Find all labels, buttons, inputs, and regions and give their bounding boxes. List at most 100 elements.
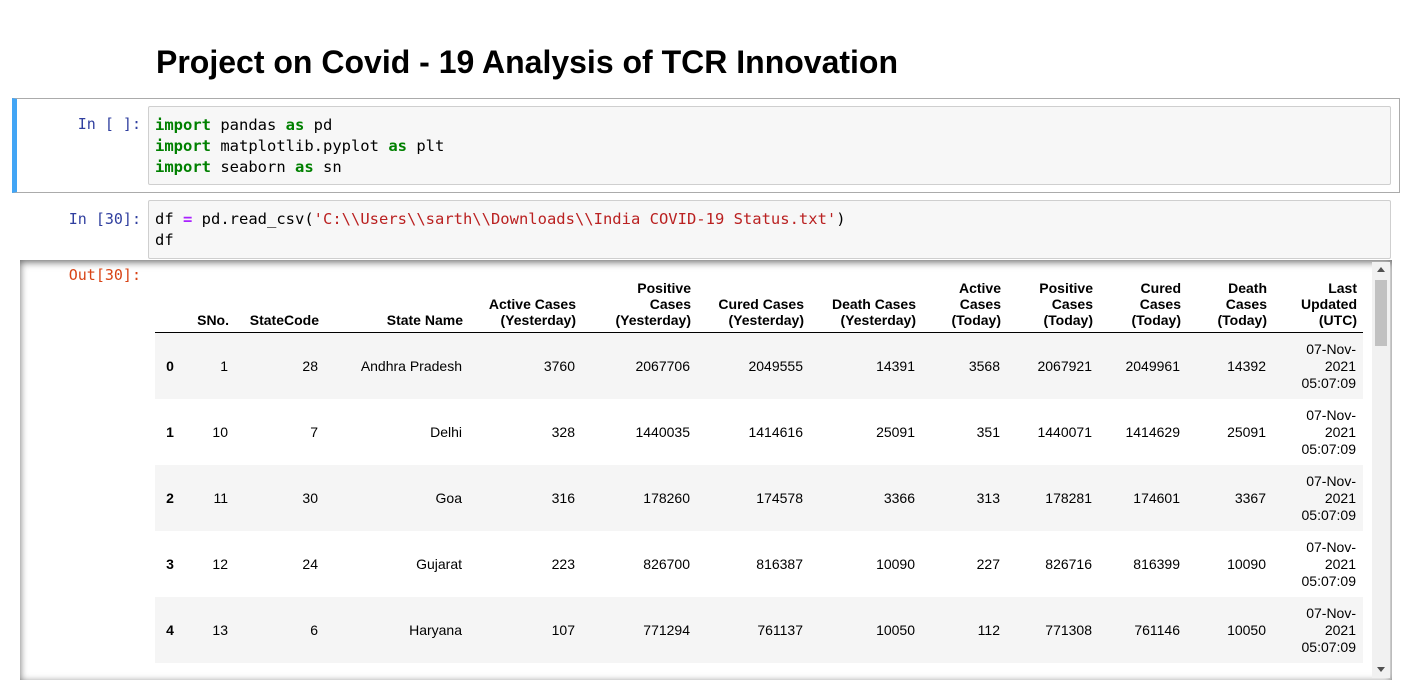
column-header-text: Last Updated (UTC): [1301, 280, 1357, 328]
column-header: Cured Cases (Today): [1099, 265, 1187, 333]
table-cell: 1: [220, 358, 228, 374]
table-cell: 07-Nov-2021 05:07:09: [1273, 399, 1363, 465]
code: pd.read_csv(: [192, 210, 314, 228]
table-cell: 10090: [1227, 556, 1266, 572]
table-cell: 771308: [1045, 622, 1092, 638]
table-cell: 826716: [1045, 556, 1092, 572]
column-header-text: StateCode: [249, 312, 319, 328]
code: sn: [313, 158, 342, 176]
table-row: 0 1 28 Andhra Pradesh 3760 2067706 2049555 1439…: [155, 332, 1363, 399]
table-cell: 826700: [643, 556, 690, 572]
scroll-down[interactable]: [1377, 667, 1385, 672]
table-cell: 816387: [756, 556, 803, 572]
operator: =: [183, 210, 193, 228]
table-cell: 3760: [543, 358, 575, 374]
table-cell: 178281: [1045, 490, 1092, 506]
column-header-text: SNo.: [197, 312, 229, 328]
column-header: State Name: [325, 265, 469, 333]
table-cell: 316: [551, 490, 575, 506]
table-row: 3 12 24 Gujarat 223 826700 816387 10090 227 82671…: [155, 531, 1363, 597]
code: pd: [304, 116, 333, 134]
table-cell: 07-Nov-2021 05:07:09: [1273, 531, 1363, 597]
table-cell: 12: [212, 556, 228, 572]
table-cell: 30: [302, 490, 318, 506]
column-header-text: Cured Cases (Today): [1131, 280, 1181, 328]
code: plt: [406, 137, 445, 155]
table-cell: 13: [212, 622, 228, 638]
table-cell: 112: [977, 622, 1000, 638]
cell-text: 07-Nov-2021 05:07:09: [1301, 538, 1357, 589]
table-cell: 25091: [1227, 424, 1266, 440]
heading: Project on Covid - 19 Analysis of TCR In…: [156, 44, 899, 80]
code-cell[interactable]: [12, 98, 1400, 193]
table-cell: 6: [310, 622, 318, 638]
table-cell: 7: [310, 424, 318, 440]
scrollbar[interactable]: [1372, 262, 1390, 678]
table-cell: 227: [976, 556, 1000, 572]
table-cell: Haryana: [409, 622, 462, 638]
table-cell: 3366: [883, 490, 915, 506]
table-cell: 2049961: [1125, 358, 1180, 374]
column-header: Last Updated (UTC): [1273, 265, 1363, 333]
keyword: import: [155, 158, 211, 176]
table-row: 2 11 30 Goa 316 178260 174578 3366 313 178281 1746…: [155, 465, 1363, 531]
output-prompt: Out[30]:: [68, 266, 141, 284]
row-index: 4: [166, 622, 174, 638]
table-cell: 10050: [1227, 622, 1266, 638]
scroll-thumb[interactable]: [1375, 280, 1387, 346]
column-header: Positive Cases (Today): [1007, 265, 1099, 333]
table-cell: 3367: [1234, 490, 1266, 506]
table-row: 4 13 6 Haryana 107 771294 761137 10050 112 771308…: [155, 597, 1363, 663]
column-header-text: State Name: [386, 312, 463, 328]
row-index: 1: [166, 424, 174, 440]
table-cell: Delhi: [430, 424, 462, 440]
column-header: Active Cases (Yesterday): [469, 265, 582, 333]
table-cell: 107: [551, 622, 575, 638]
table-cell: 2067921: [1037, 358, 1092, 374]
keyword: as: [295, 158, 314, 176]
table-cell: 10: [212, 424, 228, 440]
table-cell: 25091: [876, 424, 915, 440]
code-input[interactable]: df = pd.read_csv('C:\\Users\\sarth\\Down…: [148, 200, 1391, 259]
table-cell: 07-Nov-2021 05:07:09: [1273, 597, 1363, 663]
table-cell: 07-Nov-2021 05:07:09: [1273, 465, 1363, 531]
table-cell: 313: [976, 490, 1000, 506]
table-cell: 761137: [757, 622, 803, 638]
column-header: Cured Cases (Yesterday): [697, 265, 810, 333]
column-header-text: Active Cases (Today): [951, 280, 1001, 328]
table-cell: Gujarat: [416, 556, 462, 572]
table-cell: Goa: [435, 490, 462, 506]
column-header-text: Positive Cases (Yesterday): [615, 280, 691, 328]
table-cell: 223: [551, 556, 575, 572]
row-index: 0: [166, 358, 174, 374]
scroll-up[interactable]: [1377, 267, 1385, 272]
code-input[interactable]: import pandas as pd import matplotlib.py…: [148, 106, 1391, 185]
input-prompt: In [30]:: [68, 210, 141, 228]
table-cell: 1440071: [1037, 424, 1092, 440]
table-cell: 14392: [1227, 358, 1266, 374]
column-header-text: Active Cases (Yesterday): [488, 296, 576, 328]
keyword: as: [388, 137, 407, 155]
column-header: Death Cases (Yesterday): [810, 265, 922, 333]
column-header-text: Positive Cases (Today): [1039, 280, 1093, 328]
dataframe: SNo. StateCode State Name Active Cases (Yes…: [155, 265, 1363, 663]
table-cell: Andhra Pradesh: [360, 358, 462, 374]
index-header: [155, 265, 185, 333]
table-cell: 2049555: [748, 358, 803, 374]
column-header: Active Cases (Today): [922, 265, 1007, 333]
input-prompt: In [ ]:: [77, 115, 141, 133]
table-cell: 178260: [643, 490, 690, 506]
table-cell: 24: [302, 556, 318, 572]
column-header-text: Cured Cases (Yesterday): [718, 296, 804, 328]
table-row: 1 10 7 Delhi 328 1440035 1414616 25091 351 144007…: [155, 399, 1363, 465]
row-index: 3: [166, 556, 174, 572]
table-cell: 11: [213, 490, 228, 506]
code: df: [155, 231, 174, 249]
table-cell: 328: [551, 424, 575, 440]
code: df: [155, 210, 183, 228]
table-cell: 14391: [876, 358, 915, 374]
cell-text: 07-Nov-2021 05:07:09: [1301, 340, 1357, 391]
column-header: SNo.: [185, 265, 235, 333]
string: 'C:\\Users\\sarth\\Downloads\\India COVI…: [313, 210, 837, 228]
